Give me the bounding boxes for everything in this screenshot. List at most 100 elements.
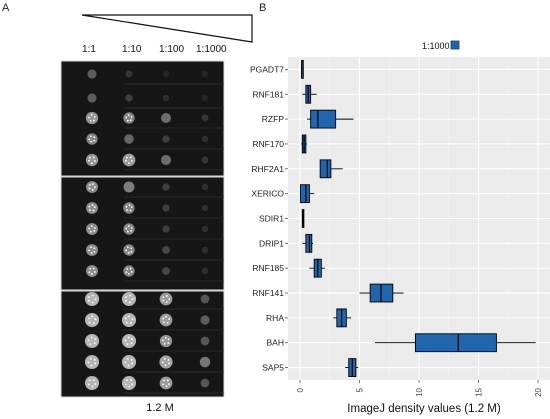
yeast-colony-speck [90, 252, 93, 254]
yeast-spot [202, 95, 208, 101]
yeast-spot [84, 375, 100, 391]
yeast-spot [86, 265, 98, 277]
box-bah [374, 333, 536, 353]
boxplot-chart: 1:1000 ImageJ density values (1.2 M) 0 5 1… [250, 40, 550, 415]
yeast-colony-speck [91, 315, 93, 318]
y-tick-label: RHF2A1 [251, 164, 284, 174]
yeast-spot [85, 111, 99, 125]
yeast-spot [122, 153, 136, 167]
yeast-colony-speck [131, 338, 133, 341]
yeast-colony-speck [87, 383, 90, 386]
yeast-colony-speck [129, 322, 132, 324]
panel-a-xlabel: 1.2 M [146, 402, 174, 414]
box-rhf2a1 [319, 159, 343, 179]
yeast-colony-speck [168, 318, 170, 321]
yeast-colony-speck [126, 230, 129, 233]
yeast-colony-speck [89, 119, 92, 122]
plate-1 [60, 60, 225, 177]
yeast-spot [121, 291, 137, 307]
yeast-spot [162, 183, 170, 191]
yeast-spot [86, 202, 98, 214]
yeast-colony-speck [88, 138, 91, 141]
yeast-colony-speck [92, 322, 95, 324]
grid-lines [288, 57, 550, 380]
yeast-colony-speck [94, 186, 96, 188]
yeast-colony-speck [125, 205, 128, 208]
yeast-colony-speck [166, 295, 168, 297]
yeast-spot [85, 153, 99, 167]
yeast-spot [87, 93, 97, 103]
yeast-colony-speck [165, 315, 167, 318]
yeast-colony-speck [93, 247, 96, 250]
yeast-colony-speck [93, 358, 96, 361]
yeast-spot [162, 225, 170, 233]
yeast-colony-speck [127, 272, 130, 275]
yeast-colony-speck [93, 206, 96, 209]
yeast-spot [201, 267, 209, 275]
yeast-colony-speck [125, 321, 128, 324]
yeast-colony-speck [88, 205, 91, 208]
yeast-spot [86, 244, 98, 256]
yeast-spot [125, 70, 133, 78]
iqr-box [300, 184, 310, 204]
yeast-colony-speck [131, 362, 134, 365]
yeast-colony-speck [131, 383, 134, 386]
dilution-label-1: 1:1 [82, 44, 96, 55]
yeast-spot [123, 223, 135, 235]
yeast-colony-speck [88, 116, 90, 119]
box-rnf185 [309, 258, 325, 278]
yeast-spot [202, 71, 208, 77]
yeast-colony-speck [124, 361, 127, 364]
yeast-colony-speck [92, 267, 95, 270]
yeast-spot [159, 313, 173, 327]
yeast-colony-speck [90, 364, 93, 367]
yeast-colony-speck [162, 317, 165, 320]
yeast-colony-speck [164, 364, 167, 367]
yeast-colony-speck [90, 162, 93, 164]
yeast-spot [159, 355, 173, 369]
yeast-colony-speck [92, 209, 95, 212]
yeast-spot [160, 154, 172, 166]
yeast-colony-speck [162, 296, 165, 299]
yeast-colony-speck [130, 229, 133, 232]
iqr-box [414, 333, 497, 353]
yeast-colony-speck [125, 379, 128, 382]
yeast-spot [199, 356, 211, 368]
yeast-spot [200, 294, 210, 304]
x-tick-label: 0 [296, 387, 305, 392]
x-axis-title: ImageJ density values (1.2 M) [347, 403, 501, 415]
yeast-spot [86, 181, 98, 193]
y-tick-label: SDIR1 [259, 214, 284, 224]
yeast-colony-speck [93, 250, 96, 253]
yeast-spot [125, 94, 133, 102]
yeast-colony-speck [90, 336, 93, 339]
panel-a-letter: A [2, 2, 10, 14]
yeast-colony-speck [125, 227, 128, 230]
yeast-colony-speck [125, 299, 127, 302]
yeast-colony-speck [163, 358, 166, 360]
yeast-colony-speck [130, 116, 133, 118]
yeast-spot [201, 246, 209, 254]
yeast-colony-speck [167, 338, 170, 341]
yeast-colony-speck [124, 339, 127, 342]
yeast-colony-speck [126, 119, 129, 122]
yeast-spot [200, 315, 210, 325]
y-tick-label: RNF181 [252, 89, 284, 99]
yeast-colony-speck [166, 379, 169, 382]
panel-a-spot-assay: A 1:1 1:10 1:100 1:1000 PGADT7RNF181RZFP… [0, 0, 270, 419]
yeast-spot [159, 334, 173, 348]
yeast-colony-speck [162, 383, 164, 386]
yeast-colony-speck [92, 294, 94, 297]
yeast-colony-speck [87, 317, 90, 320]
yeast-spot [201, 135, 209, 143]
yeast-colony-speck [127, 162, 130, 165]
box-rha [333, 308, 352, 328]
yeast-colony-speck [91, 183, 94, 186]
yeast-spot [201, 114, 209, 122]
yeast-spot [124, 134, 134, 144]
y-tick-label: RNF170 [252, 139, 284, 149]
yeast-colony-speck [90, 273, 93, 275]
yeast-colony-speck [127, 246, 129, 249]
legend-label: 1:1000 [422, 41, 450, 51]
y-tick-label: RNF185 [252, 263, 284, 273]
